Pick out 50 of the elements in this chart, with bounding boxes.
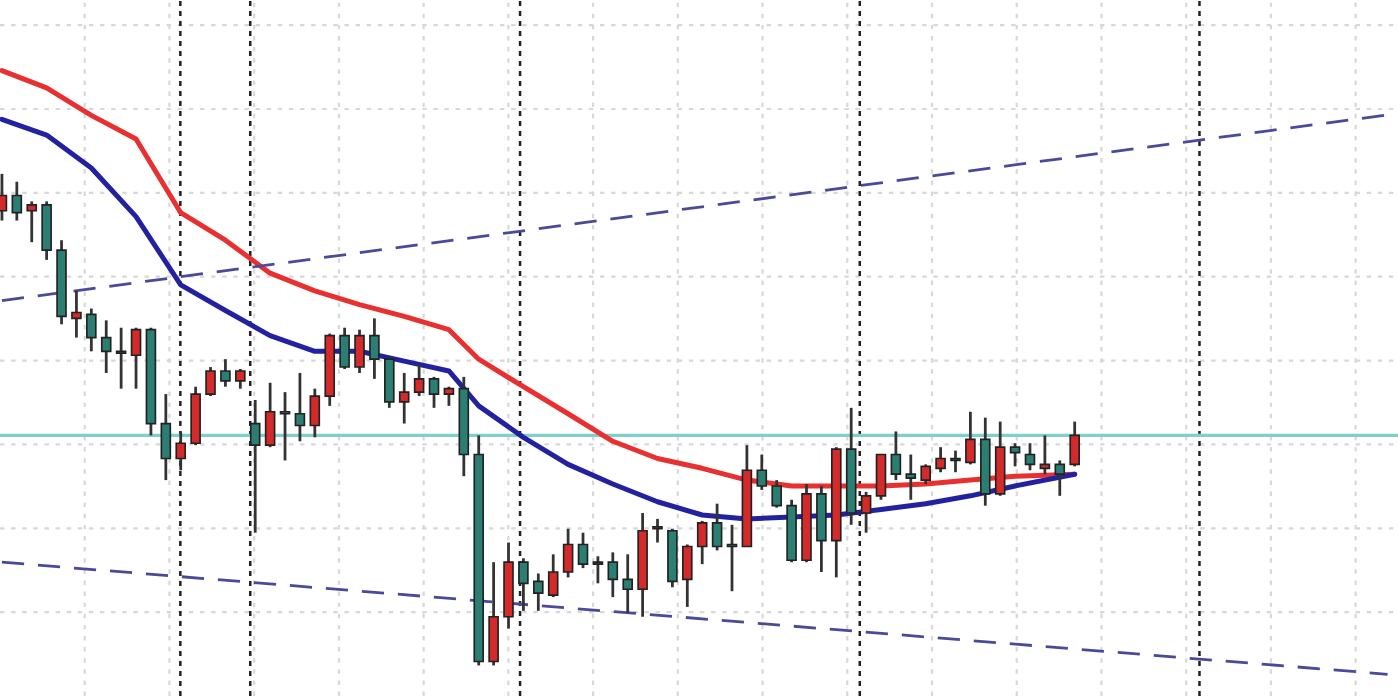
candlestick [681,543,693,609]
candlestick [279,390,291,462]
candlestick [816,484,827,574]
candlestick [86,307,97,353]
candlestick [71,289,82,339]
candlestick [11,180,23,222]
candlestick [652,517,663,544]
candlestick [622,552,634,615]
candlestick [771,478,783,510]
candlestick [607,550,619,599]
candlestick [488,560,499,667]
candlestick [1069,420,1080,468]
candlestick [443,385,455,408]
candlestick [994,420,1006,498]
candlestick [398,371,410,425]
candlestick [711,502,723,552]
candlestick [354,328,365,375]
candlestick [890,430,902,482]
candlestick [577,531,589,570]
candlestick [920,462,931,486]
candlestick [309,387,321,439]
candlestick [547,552,559,599]
candlestick [533,572,544,613]
candlestick [41,199,52,262]
candlestick [905,453,917,502]
candlestick [935,445,946,474]
candlestick [950,449,961,474]
candlestick [592,554,604,585]
candlestick [294,371,306,443]
candlestick [264,381,276,449]
candlestick [562,527,574,579]
candlestick [130,326,142,391]
candlestick [26,199,38,244]
candlestick [369,316,380,381]
candlestick [160,392,172,482]
candlestick [384,355,395,410]
candlestick [205,365,216,398]
candlestick [756,453,768,492]
candlestick [1009,441,1021,468]
candlestick [100,318,112,375]
candlestick [115,326,127,391]
candlestick [1054,459,1066,498]
candlestick [696,519,708,566]
candlestick [875,453,887,502]
candlestick [965,410,976,466]
candlestick [339,326,350,371]
candlestick [413,361,425,398]
candlestick [220,357,231,389]
candlestick [1024,441,1036,472]
candlestick [428,375,440,410]
